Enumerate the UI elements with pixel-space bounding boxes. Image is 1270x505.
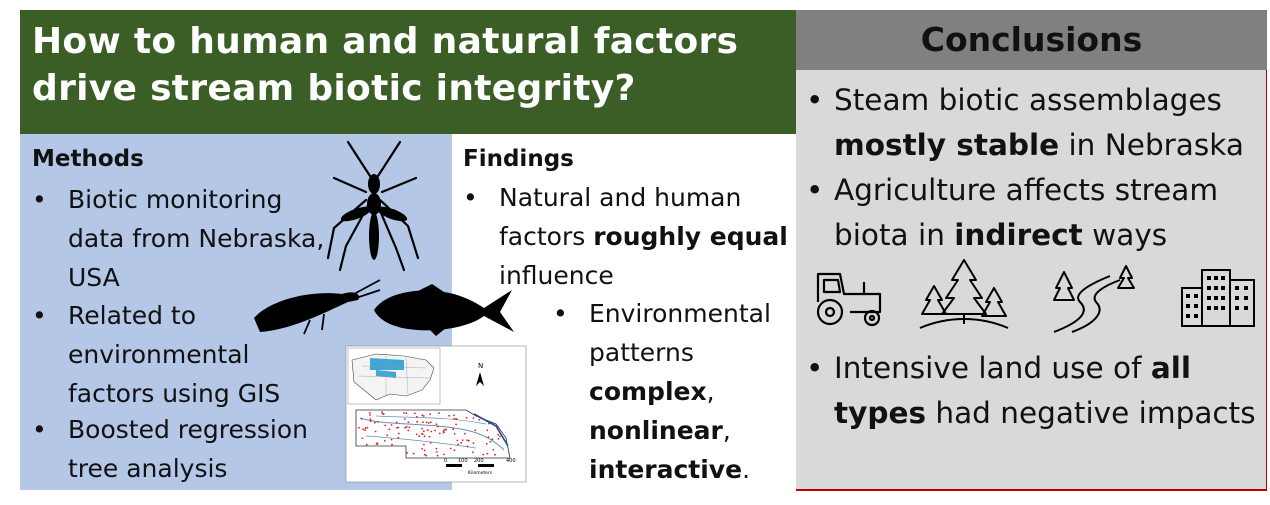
- forest-icon: [919, 259, 1009, 329]
- bullet-dot: •: [806, 351, 824, 385]
- findings-b2-complex: complex: [589, 377, 707, 406]
- findings-b2-line-2: patterns: [589, 338, 694, 367]
- methods-bullet-2-line-1: Related to: [68, 301, 196, 330]
- methods-bullet-1-line-1: Biotic monitoring: [68, 185, 283, 214]
- bullet-dot: •: [463, 183, 478, 212]
- findings-b2-nonlinear: nonlinear: [589, 416, 723, 445]
- concl-b3-emphasis-1: all: [1150, 351, 1191, 385]
- bullet-dot: •: [32, 185, 47, 214]
- title-line-1: How to human and natural factors: [32, 21, 739, 62]
- concl-b3-line-1a: Intensive land use of: [834, 351, 1151, 385]
- concl-b3-emphasis-2: types: [834, 396, 927, 430]
- accent-right-line: [1266, 70, 1267, 491]
- bullet-dot: •: [553, 299, 568, 328]
- concl-b3-line-2: had negative impacts: [926, 396, 1256, 430]
- findings-b1-line-2a: factors: [499, 222, 594, 251]
- conclusions-panel: [796, 10, 1267, 490]
- bullet-dot: •: [806, 173, 824, 207]
- city-icon: [1181, 269, 1255, 327]
- page-title: How to human and natural factors drive s…: [32, 18, 738, 112]
- findings-b2-period: .: [742, 455, 751, 484]
- bullet-dot: •: [32, 415, 47, 444]
- stonefly-icon: [254, 279, 381, 335]
- sample-site-dots: [358, 411, 501, 457]
- scale-tick-400: 400: [506, 458, 516, 464]
- findings-heading: Findings: [463, 146, 574, 172]
- stream-icon: [1053, 265, 1135, 333]
- scale-tick-200: 200: [474, 458, 484, 464]
- north-arrow-icon: [476, 372, 484, 386]
- map-scale-bar: 0 100 200 400 Kilometers: [444, 458, 516, 476]
- conclusions-heading: Conclusions: [920, 20, 1143, 59]
- methods-bullet-2-line-2: environmental: [68, 340, 250, 369]
- methods-bullet-3-line-1: Boosted regression: [68, 415, 308, 444]
- scale-tick-0: 0: [444, 458, 447, 464]
- concl-b1-emphasis: mostly stable: [834, 128, 1060, 162]
- scale-tick-100: 100: [458, 458, 468, 464]
- findings-b2-line-1: Environmental: [589, 299, 771, 328]
- title-banner: How to human and natural factors drive s…: [20, 10, 796, 134]
- title-line-2: drive stream biotic integrity?: [32, 68, 636, 109]
- concl-b2-line-2a: biota in: [834, 218, 955, 252]
- findings-b2-interactive: interactive: [589, 455, 743, 484]
- fish-icon: [374, 284, 514, 336]
- methods-bullet-2-line-3: factors using GIS: [68, 379, 281, 408]
- north-label: N: [478, 362, 483, 370]
- tractor-icon: [816, 272, 882, 327]
- bullet-dot: •: [32, 301, 47, 330]
- methods-heading: Methods: [32, 146, 144, 172]
- findings-b2-comma-2: ,: [722, 416, 731, 445]
- nebraska-map: N 0 100 200 400 Kilometers: [345, 345, 527, 483]
- methods-bullet-1-line-2: data from Nebraska,: [68, 224, 325, 253]
- methods-bullet-1-line-3: USA: [68, 263, 120, 292]
- findings-b1-line-1: Natural and human: [499, 183, 742, 212]
- concl-b2-line-1: Agriculture affects stream: [834, 173, 1219, 207]
- concl-b2-line-2c: ways: [1082, 218, 1168, 252]
- concl-b1-line-2: in Nebraska: [1059, 128, 1244, 162]
- bullet-dot: •: [806, 83, 824, 117]
- us-inset-map: [347, 347, 441, 405]
- scale-unit: Kilometers: [468, 470, 493, 476]
- conclusions-header: Conclusions: [796, 10, 1267, 70]
- concl-b2-emphasis: indirect: [954, 218, 1083, 252]
- findings-b2-comma-1: ,: [706, 377, 715, 406]
- concl-b1-line-1: Steam biotic assemblages: [834, 83, 1222, 117]
- findings-b1-line-3: influence: [499, 261, 614, 290]
- methods-bullet-3-line-2: tree analysis: [68, 454, 228, 483]
- findings-b1-emphasis: roughly equal: [593, 222, 788, 251]
- accent-bottom-line: [796, 489, 1267, 491]
- mosquito-icon: [326, 140, 420, 272]
